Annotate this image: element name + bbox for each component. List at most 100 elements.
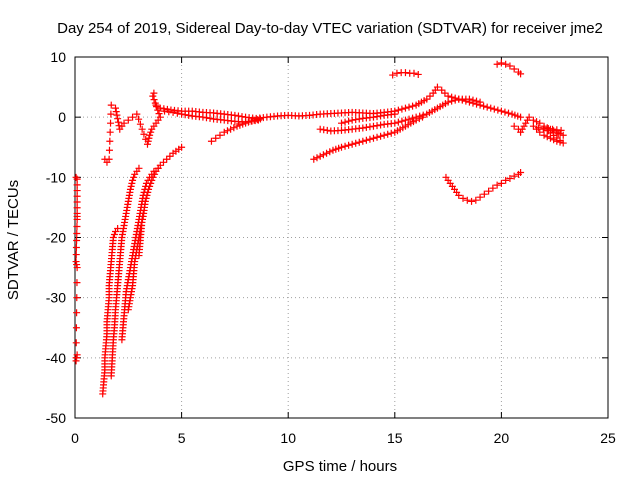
- data-point: [377, 132, 385, 140]
- data-point: [109, 234, 117, 241]
- data-point: [105, 146, 113, 154]
- data-point: [352, 116, 360, 124]
- data-point: [529, 122, 537, 130]
- data-point: [72, 339, 80, 347]
- data-point: [493, 181, 501, 189]
- data-point: [126, 185, 134, 193]
- data-point: [377, 112, 385, 120]
- data-point: [405, 115, 413, 123]
- data-point: [444, 92, 452, 100]
- data-points: [72, 59, 567, 398]
- data-point: [533, 118, 541, 126]
- data-point: [451, 96, 459, 104]
- data-point: [323, 126, 331, 134]
- y-tick-label: 10: [50, 49, 66, 65]
- data-point: [441, 89, 449, 97]
- data-point: [107, 101, 115, 109]
- data-point: [485, 187, 493, 195]
- data-point: [401, 69, 409, 77]
- data-point: [165, 108, 173, 116]
- data-point: [142, 194, 150, 202]
- data-point: [147, 179, 155, 187]
- data-point: [72, 173, 80, 181]
- data-point: [518, 125, 526, 133]
- data-point: [146, 182, 154, 190]
- data-point: [409, 102, 417, 110]
- data-point: [129, 113, 137, 121]
- data-point: [536, 119, 544, 127]
- data-point: [133, 110, 141, 118]
- data-point: [341, 142, 349, 150]
- data-point: [553, 126, 561, 134]
- data-point: [73, 309, 81, 317]
- data-point: [480, 102, 488, 110]
- data-point: [114, 224, 122, 232]
- data-point: [156, 161, 164, 169]
- data-point: [156, 104, 164, 112]
- data-point: [394, 118, 402, 126]
- data-point: [161, 107, 169, 115]
- chart-title: Day 254 of 2019, Sidereal Day-to-day VTE…: [57, 20, 603, 37]
- data-point: [144, 188, 152, 196]
- data-point: [505, 109, 513, 117]
- data-point: [127, 182, 135, 190]
- data-point: [419, 113, 427, 121]
- data-point: [110, 230, 118, 238]
- data-point: [369, 134, 377, 142]
- data-point: [155, 110, 163, 118]
- data-point: [539, 125, 547, 133]
- data-point: [139, 209, 147, 217]
- data-point: [380, 131, 388, 139]
- data-point: [525, 113, 533, 121]
- data-point: [256, 115, 264, 123]
- data-point: [529, 116, 537, 124]
- data-point: [463, 196, 471, 204]
- data-point: [135, 115, 143, 123]
- data-point: [348, 116, 356, 124]
- data-point: [112, 108, 120, 116]
- data-point: [510, 65, 518, 73]
- data-point: [138, 125, 146, 133]
- data-point: [148, 176, 156, 184]
- data-point: [523, 116, 531, 124]
- data-point: [163, 155, 171, 163]
- data-point: [510, 122, 518, 130]
- data-point: [373, 113, 381, 121]
- data-point: [543, 133, 551, 141]
- data-point: [389, 71, 397, 79]
- data-point: [149, 92, 157, 100]
- data-point: [506, 175, 514, 183]
- data-point: [73, 215, 81, 223]
- data-point: [250, 116, 258, 124]
- data-point: [72, 251, 80, 259]
- data-point: [359, 137, 367, 145]
- data-point: [73, 264, 81, 272]
- y-tick-label: 0: [58, 109, 66, 125]
- data-point: [489, 184, 497, 192]
- data-point: [359, 124, 367, 132]
- data-point: [107, 110, 115, 118]
- data-point: [106, 137, 114, 145]
- data-point: [352, 139, 360, 147]
- data-point: [73, 229, 81, 237]
- data-point: [319, 151, 327, 159]
- data-point: [476, 193, 484, 201]
- data-point: [345, 117, 353, 125]
- data-point: [107, 119, 115, 127]
- data-point: [387, 129, 395, 137]
- data-point: [476, 98, 484, 106]
- data-point: [362, 136, 370, 144]
- x-tick-label: 20: [494, 430, 510, 446]
- data-point: [207, 137, 215, 145]
- data-point: [480, 190, 488, 198]
- x-tick-label: 5: [178, 430, 186, 446]
- data-point: [497, 59, 505, 67]
- data-point: [520, 122, 528, 130]
- data-point: [156, 113, 164, 121]
- axis-ticks: 0 5 10 15 20 25 -50 -40 -30 -20 -10 0 10: [46, 49, 616, 446]
- data-point: [185, 111, 193, 119]
- data-point: [348, 140, 356, 148]
- data-point: [145, 185, 153, 193]
- data-point: [159, 158, 167, 166]
